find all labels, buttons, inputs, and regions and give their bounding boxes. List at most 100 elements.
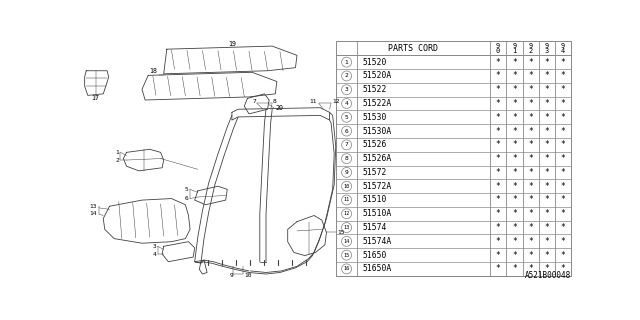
Text: 9
0: 9 0 — [496, 43, 500, 54]
Text: *: * — [561, 71, 566, 80]
Text: 51520A: 51520A — [362, 71, 391, 80]
Text: 18: 18 — [150, 68, 157, 74]
Text: 51510: 51510 — [362, 196, 387, 204]
Text: *: * — [561, 58, 566, 67]
Text: 6: 6 — [345, 129, 348, 133]
Text: *: * — [512, 154, 517, 163]
Text: 8: 8 — [345, 156, 348, 161]
Text: 51530A: 51530A — [362, 127, 391, 136]
Text: *: * — [528, 99, 533, 108]
Text: 6: 6 — [185, 196, 189, 201]
Text: *: * — [495, 223, 500, 232]
Text: 8: 8 — [272, 99, 276, 104]
Text: *: * — [495, 182, 500, 191]
Text: *: * — [512, 113, 517, 122]
Text: 51530: 51530 — [362, 113, 387, 122]
Text: *: * — [495, 99, 500, 108]
Text: 51574A: 51574A — [362, 237, 391, 246]
Text: *: * — [561, 196, 566, 204]
Text: 10: 10 — [244, 273, 252, 278]
Text: *: * — [512, 99, 517, 108]
Text: *: * — [545, 209, 549, 218]
Text: 9: 9 — [345, 170, 348, 175]
Text: *: * — [495, 168, 500, 177]
Text: *: * — [528, 113, 533, 122]
Text: 13: 13 — [90, 204, 97, 209]
Text: *: * — [512, 223, 517, 232]
Text: *: * — [495, 237, 500, 246]
Text: *: * — [561, 140, 566, 149]
Text: 20: 20 — [275, 105, 284, 111]
Bar — [336, 42, 572, 276]
Text: *: * — [545, 223, 549, 232]
Text: *: * — [545, 182, 549, 191]
Text: 4: 4 — [152, 252, 156, 257]
Text: 16: 16 — [344, 266, 349, 271]
Text: 2: 2 — [115, 157, 119, 163]
Text: 19: 19 — [228, 41, 236, 47]
Text: *: * — [545, 58, 549, 67]
Text: *: * — [545, 85, 549, 94]
Text: *: * — [528, 71, 533, 80]
Text: *: * — [495, 154, 500, 163]
Text: 51526: 51526 — [362, 140, 387, 149]
Text: *: * — [561, 251, 566, 260]
Text: 5: 5 — [345, 115, 348, 120]
Text: *: * — [561, 127, 566, 136]
Text: 4: 4 — [345, 101, 348, 106]
Text: 1: 1 — [345, 60, 348, 65]
Text: 5: 5 — [185, 187, 189, 192]
Text: *: * — [561, 264, 566, 273]
Text: *: * — [561, 209, 566, 218]
Text: *: * — [495, 251, 500, 260]
Text: *: * — [528, 182, 533, 191]
Text: *: * — [545, 140, 549, 149]
Text: *: * — [545, 127, 549, 136]
Text: *: * — [545, 264, 549, 273]
Text: *: * — [545, 237, 549, 246]
Text: A521B00048: A521B00048 — [525, 271, 572, 280]
Text: *: * — [512, 182, 517, 191]
Text: *: * — [495, 113, 500, 122]
Text: 7: 7 — [345, 142, 348, 147]
Text: *: * — [528, 58, 533, 67]
Text: *: * — [512, 168, 517, 177]
Text: *: * — [512, 140, 517, 149]
Text: PARTS CORD: PARTS CORD — [388, 44, 438, 53]
Text: *: * — [545, 168, 549, 177]
Text: *: * — [561, 237, 566, 246]
Text: *: * — [512, 196, 517, 204]
Text: *: * — [528, 237, 533, 246]
Text: 10: 10 — [344, 184, 349, 189]
Text: *: * — [545, 71, 549, 80]
Text: *: * — [512, 85, 517, 94]
Text: 51522: 51522 — [362, 85, 387, 94]
Text: *: * — [545, 196, 549, 204]
Text: *: * — [495, 85, 500, 94]
Text: 51650A: 51650A — [362, 264, 391, 273]
Text: 51572A: 51572A — [362, 182, 391, 191]
Text: *: * — [561, 223, 566, 232]
Text: 51520: 51520 — [362, 58, 387, 67]
Text: *: * — [528, 168, 533, 177]
Text: 9
1: 9 1 — [512, 43, 516, 54]
Text: *: * — [528, 127, 533, 136]
Text: *: * — [512, 251, 517, 260]
Text: 7: 7 — [253, 99, 257, 104]
Text: 51522A: 51522A — [362, 99, 391, 108]
Text: 9
2: 9 2 — [529, 43, 532, 54]
Text: 11: 11 — [344, 197, 349, 203]
Text: *: * — [528, 251, 533, 260]
Text: *: * — [528, 223, 533, 232]
Text: 15: 15 — [344, 252, 349, 258]
Text: 51526A: 51526A — [362, 154, 391, 163]
Text: 14: 14 — [344, 239, 349, 244]
Text: *: * — [528, 85, 533, 94]
Text: *: * — [495, 209, 500, 218]
Text: 9
3: 9 3 — [545, 43, 549, 54]
Text: *: * — [512, 71, 517, 80]
Text: *: * — [528, 154, 533, 163]
Text: *: * — [561, 85, 566, 94]
Text: *: * — [545, 154, 549, 163]
Text: *: * — [545, 113, 549, 122]
